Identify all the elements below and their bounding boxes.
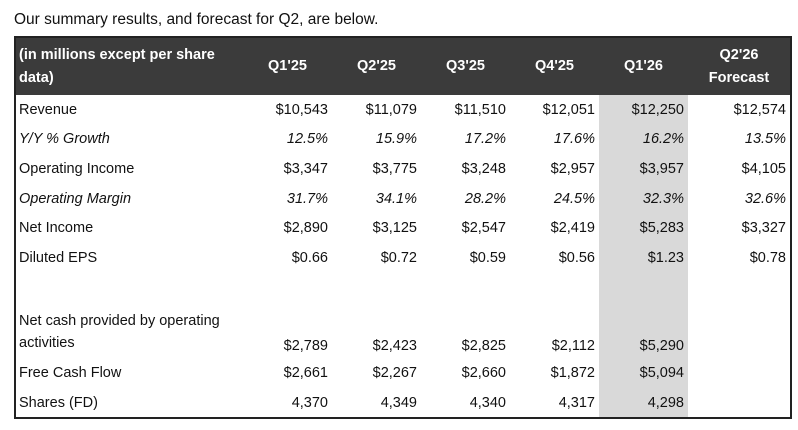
row-label: Revenue [19, 101, 78, 118]
cell-value: 15.9% [375, 131, 417, 148]
cell-value: $11,510 [454, 101, 506, 118]
cell-value: 4,349 [380, 394, 417, 411]
cell-value [510, 273, 599, 303]
cell-value: 12.5% [286, 131, 328, 148]
cell-value: $12,051 [542, 101, 595, 118]
column-header: Q1'26 [599, 37, 688, 95]
cell-value: $1,872 [550, 364, 595, 381]
cell-value: 4,317 [558, 394, 595, 411]
table-row: Shares (FD) 4,370 4,349 4,340 4,317 4,298 [15, 387, 791, 419]
cell-value: $2,267 [372, 364, 417, 381]
cell-value: $0.72 [380, 249, 417, 266]
table-row: Net Income $2,890 $3,125 $2,547 $2,419 $5,283… [15, 213, 791, 243]
cell-value: $5,094 [599, 358, 688, 388]
cell-value: $2,547 [461, 220, 506, 237]
column-header: Q4'25 [510, 37, 599, 95]
summary-results-table: (in millions except per share data) Q1'2… [14, 36, 792, 420]
row-label: Shares (FD) [19, 394, 98, 411]
column-header-forecast: Q2'26 Forecast [688, 37, 791, 95]
cell-value: 34.1% [375, 190, 417, 207]
cell-value [688, 302, 791, 358]
cell-value: $2,789 [283, 338, 328, 355]
row-label: Operating Income [19, 160, 135, 177]
cell-value: $2,825 [461, 338, 506, 355]
cell-value [599, 272, 688, 303]
table-row: Operating Margin 31.7% 34.1% 28.2% 24.5% 32.3… [15, 183, 791, 214]
row-label: Y/Y % Growth [19, 131, 110, 148]
cell-value: 24.5% [553, 190, 595, 207]
table-row: Free Cash Flow $2,661 $2,267 $2,660 $1,872 $5… [15, 358, 791, 388]
cell-value: $2,419 [550, 220, 595, 237]
cell-value: 32.3% [599, 183, 688, 214]
cell-value: $2,661 [283, 364, 328, 381]
cell-value: $3,347 [283, 160, 328, 177]
cell-value: 17.6% [553, 131, 595, 148]
header-row: (in millions except per share data) Q1'2… [15, 37, 791, 95]
cell-value: $3,327 [741, 220, 786, 237]
cell-value [688, 388, 791, 419]
column-header: Q1'25 [243, 37, 332, 95]
cell-value: $1.23 [599, 242, 688, 273]
cell-value: 4,370 [291, 394, 328, 411]
cell-value: 28.2% [464, 190, 506, 207]
row-label: Operating Margin [19, 190, 132, 207]
cell-value: 17.2% [464, 131, 506, 148]
cell-value: 13.5% [744, 131, 786, 148]
row-label: Net Income [19, 220, 94, 237]
cell-value [243, 273, 332, 303]
cell-value [688, 273, 791, 303]
cell-value: $5,290 [599, 302, 688, 359]
cell-value: $2,890 [283, 220, 328, 237]
cell-value: 16.2% [599, 124, 688, 155]
cell-value: 4,340 [469, 394, 506, 411]
cell-value [421, 273, 510, 303]
cell-value: $11,079 [365, 101, 417, 118]
column-header: Q2'25 [332, 37, 421, 95]
table-row: Diluted EPS $0.66 $0.72 $0.59 $0.56 $1.23 $0.7… [15, 242, 791, 273]
cell-value: $0.78 [749, 249, 786, 266]
cell-value: $0.59 [469, 249, 506, 266]
cell-value: $2,660 [461, 364, 506, 381]
cell-value: $3,248 [461, 160, 506, 177]
cell-value: $0.66 [291, 249, 328, 266]
cell-value: $10,543 [275, 101, 328, 118]
intro-text: Our summary results, and forecast for Q2… [14, 11, 379, 28]
cell-value: $2,112 [551, 338, 595, 355]
cell-value: $3,957 [599, 154, 688, 184]
column-header: Q3'25 [421, 37, 510, 95]
row-label [15, 273, 243, 303]
cell-value: $12,574 [733, 101, 786, 118]
cell-value [688, 358, 791, 388]
cell-value: $0.56 [558, 249, 595, 266]
cell-value: $3,125 [372, 220, 417, 237]
cell-value: 32.6% [744, 190, 786, 207]
cell-value: 31.7% [286, 190, 328, 207]
cell-value: $5,283 [599, 213, 688, 243]
cell-value: $3,775 [372, 160, 417, 177]
row-label: Free Cash Flow [19, 364, 122, 381]
row-label: Net cash provided by operating activitie… [19, 313, 220, 352]
table-row: Revenue $10,543 $11,079 $11,510 $12,051 $12,2… [15, 95, 791, 125]
table-row: Operating Income $3,347 $3,775 $3,248 $2,957… [15, 154, 791, 184]
cell-value: $2,957 [550, 160, 595, 177]
cell-value: $4,105 [741, 160, 786, 177]
cell-value: $12,250 [599, 95, 688, 125]
table-row [15, 272, 791, 303]
row-label: Diluted EPS [19, 249, 98, 266]
table-row: Y/Y % Growth 12.5% 15.9% 17.2% 17.6% 16.2% 13.… [15, 124, 791, 155]
table-row: Net cash provided by operating activitie… [15, 302, 791, 359]
header-label: (in millions except per share data) [15, 37, 243, 95]
cell-value: $2,423 [372, 338, 417, 355]
cell-value: 4,298 [599, 387, 688, 419]
cell-value [332, 273, 421, 303]
